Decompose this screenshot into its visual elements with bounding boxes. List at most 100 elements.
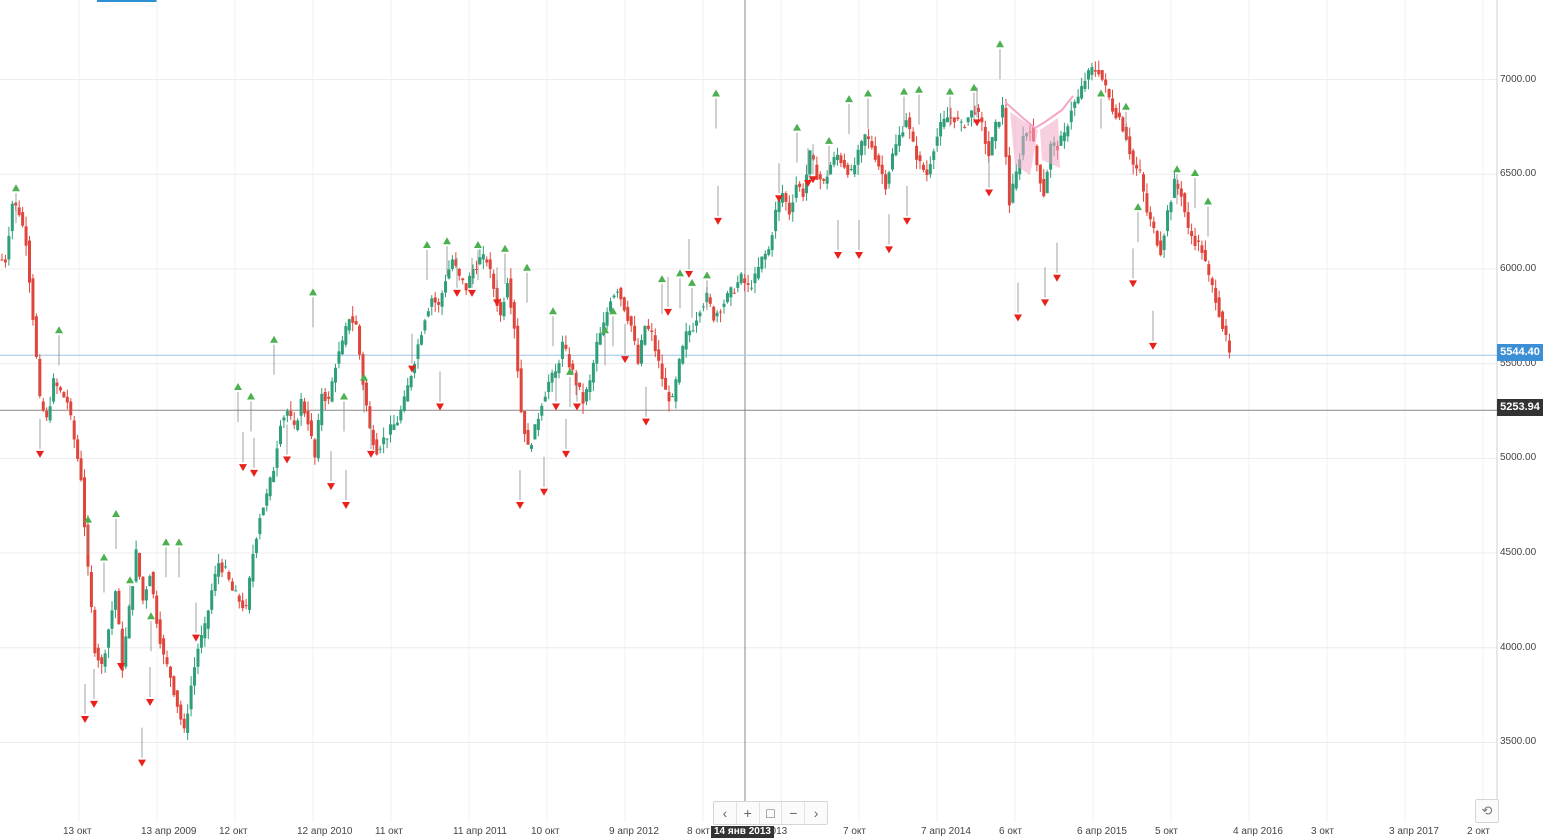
candle-body [760, 256, 764, 269]
signal-up-arrow [996, 40, 1004, 48]
candle-body [509, 278, 513, 308]
x-tick-label: 6 апр 2015 [1077, 826, 1127, 837]
candle-body [901, 132, 905, 137]
signal-down-arrow [453, 289, 461, 297]
top-toolbar-tab[interactable] [97, 0, 157, 2]
candle-body [798, 183, 802, 188]
candle-body [588, 380, 592, 393]
candle-body [695, 320, 699, 326]
x-tick-label: 12 апр 2010 [297, 826, 353, 837]
signal-down-arrow [283, 456, 291, 464]
candle-body [811, 155, 815, 160]
reset-zoom-button[interactable]: ⟲ [1475, 799, 1499, 823]
candle-body [148, 576, 152, 587]
signal-up-arrow [915, 85, 923, 93]
candle-body [581, 392, 585, 404]
y-tick-label: 6500.00 [1500, 168, 1537, 180]
candle-body [815, 164, 819, 180]
candle-body [794, 184, 798, 198]
signal-up-arrow [658, 275, 666, 283]
candle-body [598, 333, 602, 345]
candle-body [296, 420, 300, 430]
candle-body [1011, 183, 1015, 203]
signal-down-arrow [516, 502, 524, 510]
signal-up-arrow [126, 576, 134, 584]
candle-body [289, 411, 293, 417]
candle-body [884, 174, 888, 190]
candle-body [193, 667, 197, 686]
candle-body [138, 553, 142, 577]
candle-body [1172, 178, 1176, 198]
candle-body [327, 396, 331, 399]
pattern-wing-left [1010, 112, 1038, 175]
candle-body [942, 118, 946, 127]
candle-body [213, 573, 217, 591]
candle-body [79, 458, 83, 481]
candle-body [1227, 340, 1231, 353]
candle-body [567, 354, 571, 368]
candle-body [399, 409, 403, 421]
candle-body [746, 283, 750, 285]
x-tick-label: 13 окт [63, 826, 92, 837]
signal-down-arrow [540, 488, 548, 496]
zoom-in-button[interactable]: + [737, 802, 760, 824]
candle-body [832, 157, 836, 165]
signal-down-arrow [1129, 280, 1137, 288]
signal-down-arrow [493, 299, 501, 307]
y-tick-label: 5000.00 [1500, 452, 1537, 464]
fit-button[interactable]: □ [760, 802, 783, 824]
candle-body [1086, 70, 1090, 80]
candle-body [100, 657, 104, 664]
signal-down-arrow [985, 189, 993, 197]
candle-body [1093, 70, 1097, 72]
candle-body [474, 268, 478, 270]
signal-up-arrow [1122, 102, 1130, 110]
candle-body [736, 282, 740, 288]
candle-body [1148, 212, 1152, 220]
signal-down-arrow [885, 246, 893, 254]
scroll-right-button[interactable]: › [813, 805, 819, 821]
candle-body [753, 273, 757, 284]
x-tick-label: 11 окт [375, 826, 403, 837]
candle-body [278, 425, 282, 445]
candle-body [21, 212, 25, 226]
candle-body [1097, 70, 1101, 75]
crosshair-price-tag: 5253.94 [1497, 399, 1543, 416]
candle-body [1152, 221, 1156, 229]
pattern-wing-right [1040, 118, 1060, 168]
x-tick-label: 7 апр 2014 [921, 826, 971, 837]
candle-body [230, 581, 234, 591]
candle-body [550, 372, 554, 383]
signal-down-arrow [573, 403, 581, 411]
candle-body [34, 316, 38, 357]
candle-body [461, 278, 465, 281]
candle-body [258, 518, 262, 535]
candle-body [887, 172, 891, 184]
candle-body [622, 297, 626, 311]
zoom-out-button[interactable]: − [782, 802, 806, 824]
candle-body [392, 424, 396, 430]
candle-body [554, 371, 558, 378]
scroll-left-button[interactable]: ‹ [714, 802, 737, 824]
candle-body [330, 381, 334, 402]
candle-body [523, 411, 527, 435]
candle-body [784, 193, 788, 202]
candle-body [24, 226, 28, 246]
candle-body [1224, 325, 1228, 336]
signal-up-arrow [270, 335, 278, 343]
candle-body [1104, 79, 1108, 86]
candle-body [254, 538, 258, 554]
candle-body [41, 401, 45, 411]
signal-down-arrow [327, 483, 335, 491]
candle-body [275, 448, 279, 468]
candle-body [743, 278, 747, 284]
candle-body [643, 325, 647, 345]
candle-body [925, 169, 929, 176]
candle-body [970, 110, 974, 118]
candle-body [309, 420, 313, 437]
candle-body [120, 628, 124, 671]
candle-body [261, 507, 265, 516]
candle-body [698, 312, 702, 317]
candle-body [457, 268, 461, 276]
